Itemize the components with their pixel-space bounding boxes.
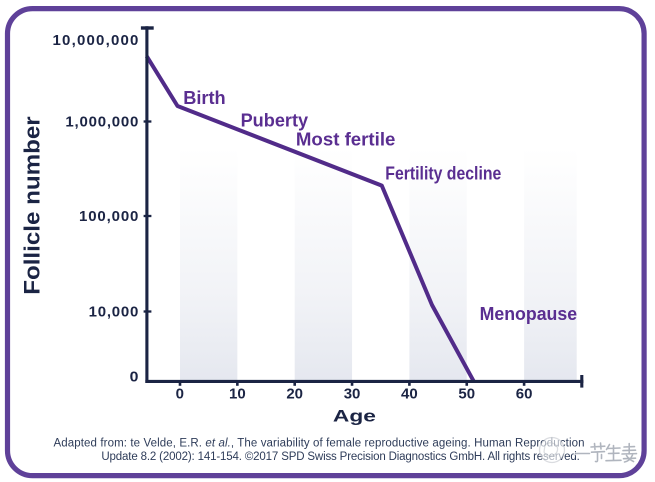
svg-text:Fertility decline: Fertility decline <box>385 162 501 183</box>
svg-text:100,000: 100,000 <box>79 208 138 225</box>
svg-text:40: 40 <box>401 385 418 402</box>
svg-text:0: 0 <box>176 385 184 402</box>
svg-text:10,000: 10,000 <box>89 303 139 320</box>
svg-text:Follicle number: Follicle number <box>19 116 44 295</box>
svg-text:Menopause: Menopause <box>480 303 577 324</box>
svg-text:Update 8.2 (2002): 141-154. ©2: Update 8.2 (2002): 141-154. ©2017 SPD Sw… <box>101 451 579 463</box>
svg-text:30: 30 <box>344 385 361 402</box>
svg-text:60: 60 <box>516 385 533 402</box>
svg-text:Puberty: Puberty <box>241 110 309 131</box>
svg-text:1,000,000: 1,000,000 <box>65 114 138 131</box>
svg-text:0: 0 <box>130 368 139 385</box>
svg-text:10: 10 <box>229 385 246 402</box>
svg-text:Birth: Birth <box>183 87 226 108</box>
svg-text:Age: Age <box>333 406 376 425</box>
svg-text:Most fertile: Most fertile <box>296 129 396 150</box>
svg-text:20: 20 <box>286 385 303 402</box>
svg-text:50: 50 <box>458 385 475 402</box>
svg-text:10,000,000: 10,000,000 <box>53 32 139 49</box>
svg-text:Adapted from: te Velde, E.R. e: Adapted from: te Velde, E.R. et al., The… <box>54 437 585 449</box>
